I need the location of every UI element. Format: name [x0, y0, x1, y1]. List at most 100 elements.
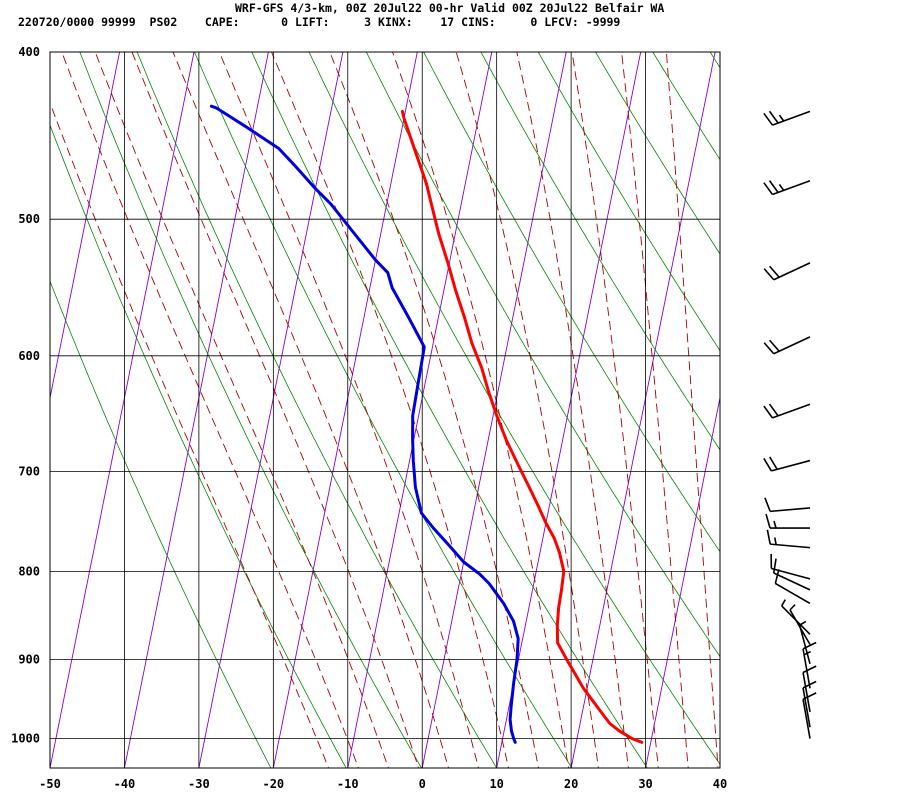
wind-barb-flag: [763, 342, 775, 355]
isotherm-line: [272, 52, 418, 768]
dry-adiabat-line: [767, 52, 900, 768]
moist-adiabat-line: [329, 52, 539, 768]
wind-barb-staff: [773, 262, 811, 281]
wind-barb-flag: [774, 569, 780, 584]
isotherm-line: [50, 52, 195, 768]
x-tick-label: -20: [262, 777, 284, 791]
dry-adiabat-line: [595, 52, 720, 255]
pressure-tick-label: 700: [18, 464, 40, 478]
wind-barb-staff: [772, 110, 811, 126]
dry-adiabat-line: [537, 52, 720, 352]
moist-adiabat-line: [172, 52, 449, 768]
wind-barb: [763, 180, 811, 196]
isotherm-line: [50, 52, 121, 401]
moist-adiabat-line: [218, 52, 479, 768]
dry-adiabat-line: [251, 52, 648, 768]
wind-barb: [764, 497, 811, 513]
moist-adiabat-line: [94, 52, 389, 768]
x-tick-label: -30: [188, 777, 210, 791]
chart-title-line: WRF-GFS 4/3-km, 00Z 20Jul22 00-hr Valid …: [235, 1, 665, 15]
moist-adiabat-line: [61, 52, 359, 768]
x-tick-label: 40: [713, 777, 727, 791]
moist-adiabat-line: [50, 101, 330, 768]
wind-barb: [772, 558, 811, 591]
wind-barb: [781, 599, 811, 635]
dry-adiabat-line: [365, 52, 720, 658]
wind-barb-staff: [772, 180, 811, 196]
wind-barb-half-flag: [799, 620, 807, 626]
wind-barb: [802, 665, 817, 713]
wind-barb-staff: [773, 336, 811, 355]
x-tick-label: -40: [114, 777, 136, 791]
isotherm-line: [794, 52, 900, 768]
wind-barb-half-flag: [781, 599, 786, 607]
wind-barb-staff: [771, 567, 811, 580]
pressure-tick-label: 900: [18, 653, 40, 667]
isotherm-line: [347, 52, 493, 768]
dewpoint-trace: [209, 104, 520, 744]
wind-barb: [770, 553, 811, 580]
dry-adiabat-line: [480, 52, 720, 451]
wind-barb-flag: [768, 180, 779, 193]
pressure-tick-label: 400: [18, 45, 40, 59]
wind-barb-flag: [768, 403, 779, 417]
wind-barb-staff: [802, 699, 811, 739]
isotherm-line: [645, 395, 720, 768]
background-lines: [50, 52, 900, 768]
wind-barb: [765, 513, 810, 529]
dry-adiabat-line: [50, 124, 347, 768]
wind-barb-flag: [802, 680, 817, 689]
wind-barb-staff: [771, 459, 811, 472]
wind-barb: [802, 692, 817, 739]
isotherm-line: [869, 52, 900, 768]
moist-adiabat-line: [571, 52, 659, 768]
dry-adiabat-line: [79, 52, 422, 768]
wind-barb-flag: [768, 456, 778, 470]
wind-barb-flag: [772, 558, 777, 574]
wind-barb: [763, 262, 811, 281]
wind-barb-flag: [765, 513, 771, 529]
moist-adiabat-line: [516, 52, 629, 768]
x-tick-label: 20: [564, 777, 578, 791]
moist-adiabat-line: [665, 52, 719, 768]
profile-traces: [209, 104, 644, 744]
x-tick-label: -50: [39, 777, 61, 791]
pressure-tick-label: 500: [18, 212, 40, 226]
temperature-trace: [400, 109, 644, 744]
wind-barb: [763, 403, 811, 419]
wind-barb-staff: [802, 687, 811, 728]
wind-barb-staff: [774, 582, 811, 605]
moist-adiabat-line: [455, 52, 599, 768]
wind-barb-flag: [766, 529, 771, 545]
wind-barb-flag: [763, 182, 774, 195]
x-tick-label: 30: [638, 777, 652, 791]
dry-adiabat-line: [136, 52, 498, 768]
isotherm-line: [123, 52, 269, 768]
wind-barb-staff: [770, 543, 811, 549]
wind-barb-flag: [802, 692, 817, 700]
moist-adiabat-line: [131, 52, 419, 768]
tick-labels: -50 -40 -30 -20 -10 0 10 20 30 40 400 500 600 700 800 9…: [11, 45, 727, 791]
wind-barb-flag: [763, 112, 774, 126]
wind-barb: [802, 680, 817, 728]
wind-barb-flag: [768, 110, 779, 124]
wind-barb-flag: [769, 339, 780, 352]
wind-barbs: [763, 110, 817, 739]
dry-adiabat-line: [652, 52, 720, 161]
wind-barb-flag: [769, 265, 780, 278]
wind-barb-half-flag: [789, 604, 796, 611]
dry-adiabat-line: [423, 52, 720, 553]
wind-barb-flag: [763, 458, 773, 472]
grid-lines: [49, 51, 721, 769]
wind-barb: [766, 529, 811, 549]
wind-barb: [763, 336, 811, 355]
wind-barb-flag: [764, 497, 771, 512]
wind-barb-flag: [802, 665, 817, 674]
wind-barb-flag: [763, 268, 775, 281]
wind-barb-staff: [772, 403, 811, 419]
wind-barb-staff: [773, 572, 811, 591]
wind-barb-flag: [802, 641, 817, 650]
wind-barb: [763, 456, 811, 472]
wind-barb-staff: [770, 507, 811, 513]
